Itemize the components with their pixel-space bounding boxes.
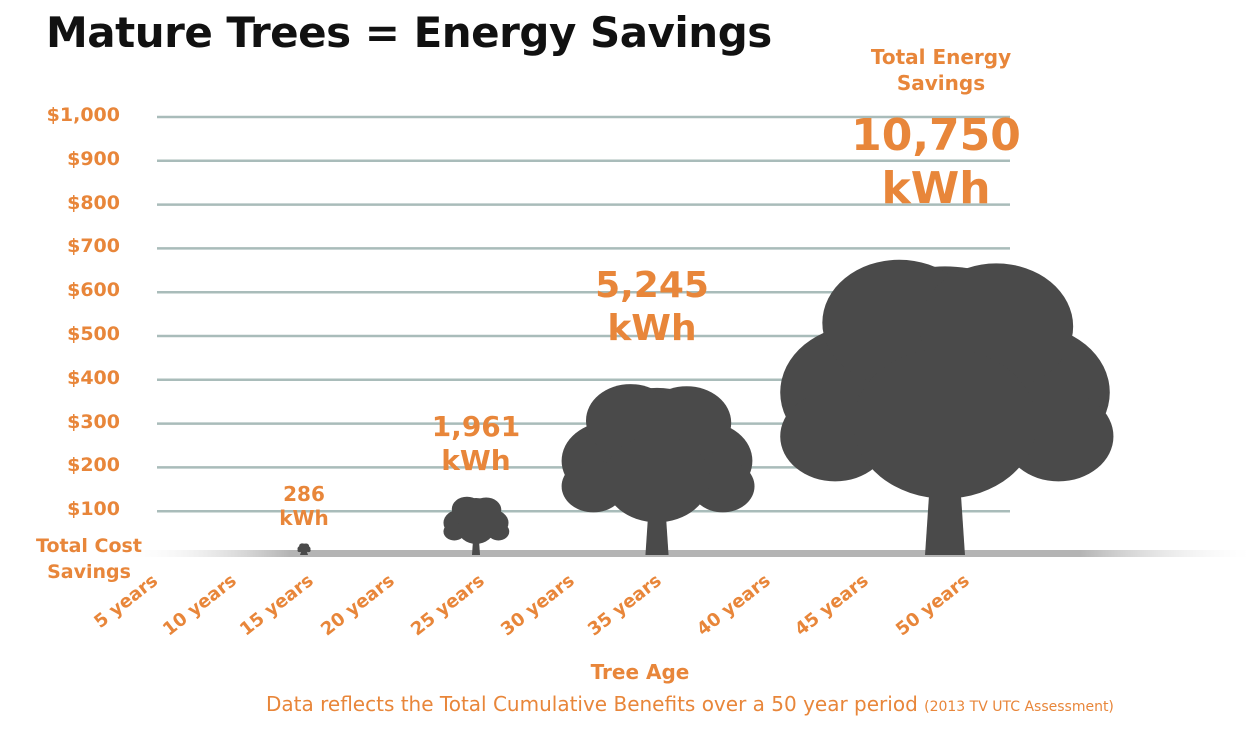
x-axis-title: Tree Age	[590, 660, 690, 684]
y-tick-label: $900	[67, 147, 120, 170]
trees	[297, 259, 1114, 555]
tree-mark	[297, 543, 311, 555]
y-tick-label: $800	[67, 191, 120, 214]
footnote-source: (2013 TV UTC Assessment)	[924, 699, 1114, 715]
y-tick-label: $500	[67, 323, 120, 345]
footnote-text: Data reflects the Total Cumulative Benef…	[266, 692, 918, 716]
page-title: Mature Trees = Energy Savings	[46, 8, 772, 57]
tree-energy-label: 286 kWh	[184, 482, 424, 530]
tree-energy-label: 1,961 kWh	[356, 410, 596, 477]
series-title-line-2: Savings	[896, 71, 986, 95]
tree-mark	[443, 496, 510, 555]
tree-mark	[780, 259, 1114, 555]
energy-unit: kWh	[441, 443, 511, 477]
y-tick-label: $600	[67, 279, 120, 302]
y-tick-label: $300	[67, 410, 120, 433]
tree-mark	[561, 384, 755, 555]
series-title-line-1: Total Energy	[870, 45, 1012, 69]
y-tick-label: $100	[67, 498, 120, 521]
y-axis-title: Total Cost Savings	[36, 535, 142, 583]
energy-unit: kWh	[607, 308, 697, 350]
tree-energy-label: 10,750 kWh	[816, 110, 1056, 216]
energy-value: 5,245	[595, 264, 709, 306]
energy-value: 10,750	[851, 110, 1021, 161]
series-title: Total Energy Savings	[856, 44, 1026, 96]
tree-energy-label: 5,245 kWh	[532, 264, 772, 350]
energy-unit: kWh	[881, 162, 991, 214]
energy-unit: kWh	[279, 505, 329, 530]
energy-value: 286	[283, 481, 325, 506]
energy-value: 1,961	[431, 410, 521, 444]
y-tick-label: $400	[67, 366, 120, 389]
ground-shadow	[120, 550, 1250, 557]
y-tick-label: $700	[67, 235, 120, 258]
footnote: Data reflects the Total Cumulative Benef…	[266, 692, 1114, 716]
y-tick-label: $200	[67, 454, 120, 477]
y-tick-label: $1,000	[46, 104, 120, 126]
